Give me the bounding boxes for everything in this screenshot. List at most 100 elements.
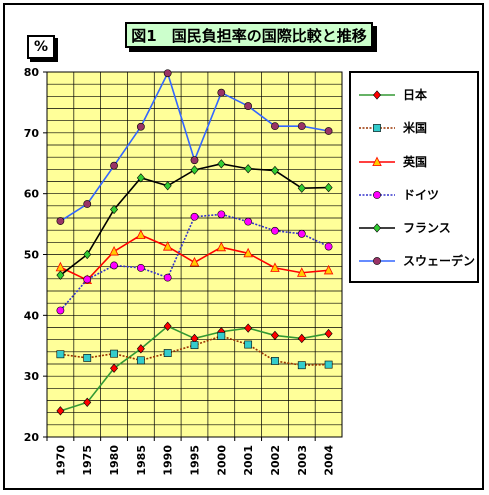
y-tick-label: 30: [24, 370, 40, 383]
data-point: [190, 156, 199, 165]
data-point: [56, 306, 65, 315]
x-tick-label: 2004: [323, 445, 336, 476]
legend-item: 米国: [357, 118, 477, 138]
x-tick-label: 1970: [54, 445, 67, 476]
data-point: [190, 212, 199, 221]
x-tick-label: 1980: [108, 445, 121, 476]
data-point: [110, 363, 119, 373]
legend-marker: [373, 90, 381, 100]
data-point: [56, 350, 65, 359]
data-point: [109, 245, 119, 256]
data-point: [83, 275, 92, 284]
legend: 日本米国英国ドイツフランススウェーデン: [349, 71, 479, 283]
axes: 20 30 40 50 60 70 80 1970 1975 1980 1985 1990 1995 20…: [24, 66, 336, 476]
legend-swatch: [359, 223, 395, 233]
grid: [46, 71, 343, 438]
data-point: [244, 340, 253, 349]
data-point: [297, 333, 306, 344]
x-tick-label: 1990: [162, 445, 175, 476]
data-point: [217, 88, 226, 97]
y-tick-label: 70: [24, 127, 40, 140]
legend-marker: [373, 223, 381, 233]
legend-label: スウェーデン: [403, 254, 476, 268]
data-point: [323, 264, 334, 275]
legend-item: 英国: [357, 152, 477, 172]
data-point: [271, 122, 279, 131]
data-point: [162, 241, 173, 251]
data-point: [83, 397, 92, 407]
data-point: [244, 102, 253, 110]
legend-marker: [373, 124, 381, 132]
data-point: [56, 270, 65, 280]
line-chart: 20 30 40 50 60 70 80 1970 1975 1980 1985 1990 1995 20…: [24, 66, 343, 476]
legend-marker: [373, 257, 381, 265]
data-point: [324, 328, 333, 339]
y-tick-label: 40: [24, 309, 40, 322]
data-point: [297, 361, 306, 370]
legend-swatch: [359, 124, 395, 132]
x-tick-label: 2000: [215, 445, 228, 476]
legend-swatch: [359, 257, 395, 265]
data-point: [324, 127, 333, 135]
data-point: [270, 262, 280, 272]
data-point: [110, 261, 118, 270]
x-tick-label: 1995: [189, 445, 202, 476]
legend-label: 英国: [403, 155, 428, 169]
data-point: [136, 356, 145, 365]
chart-title: 図1 国民負担率の国際比較と推移: [125, 22, 373, 48]
data-point: [110, 349, 118, 358]
data-point: [270, 165, 279, 176]
y-tick-label: 50: [24, 249, 40, 262]
data-point: [136, 173, 145, 183]
data-point: [324, 182, 333, 193]
data-point: [136, 344, 145, 354]
data-point: [244, 164, 253, 174]
legend-label: ドイツ: [403, 188, 440, 202]
data-point: [163, 321, 172, 331]
data-point: [163, 349, 172, 357]
x-tick-label: 2001: [242, 445, 255, 476]
legend-item: スウェーデン: [357, 251, 477, 271]
legend-item: 日本: [357, 85, 477, 105]
y-tick-label: 20: [24, 431, 40, 444]
legend-label: 米国: [403, 121, 428, 135]
data-point: [297, 122, 306, 131]
data-point: [163, 69, 172, 78]
data-point: [83, 249, 92, 260]
legend-label: 日本: [403, 88, 428, 102]
data-point: [243, 247, 253, 258]
legend-marker: [372, 156, 382, 167]
series-3: [55, 229, 334, 285]
data-point: [136, 263, 145, 272]
data-point: [217, 210, 226, 219]
legend-item: フランス: [357, 218, 477, 238]
data-point: [136, 229, 146, 240]
data-point: [56, 217, 65, 225]
data-point: [244, 323, 253, 333]
data-point: [163, 273, 172, 282]
x-tick-label: 1975: [81, 445, 94, 476]
data-point: [270, 330, 279, 341]
data-point: [56, 406, 65, 416]
legend-swatch: [359, 191, 395, 199]
series-5: [56, 159, 333, 280]
x-tick-label: 1985: [135, 445, 148, 476]
legend-swatch: [359, 156, 395, 167]
series-2: [56, 332, 333, 370]
x-tick-label: 2003: [296, 445, 309, 476]
legend-label: フランス: [403, 221, 451, 235]
data-point: [83, 354, 92, 362]
x-tick-label: 2002: [269, 445, 282, 476]
data-point: [136, 122, 145, 131]
data-point: [297, 183, 306, 193]
data-point: [271, 357, 279, 365]
y-tick-label: 60: [24, 188, 40, 201]
data-point: [189, 256, 200, 267]
data-point: [163, 181, 172, 191]
series-group: [55, 69, 334, 416]
data-point: [297, 229, 306, 238]
series-6: [56, 69, 333, 225]
data-point: [216, 241, 227, 252]
legend-item: ドイツ: [357, 185, 477, 205]
series-1: [56, 321, 333, 416]
